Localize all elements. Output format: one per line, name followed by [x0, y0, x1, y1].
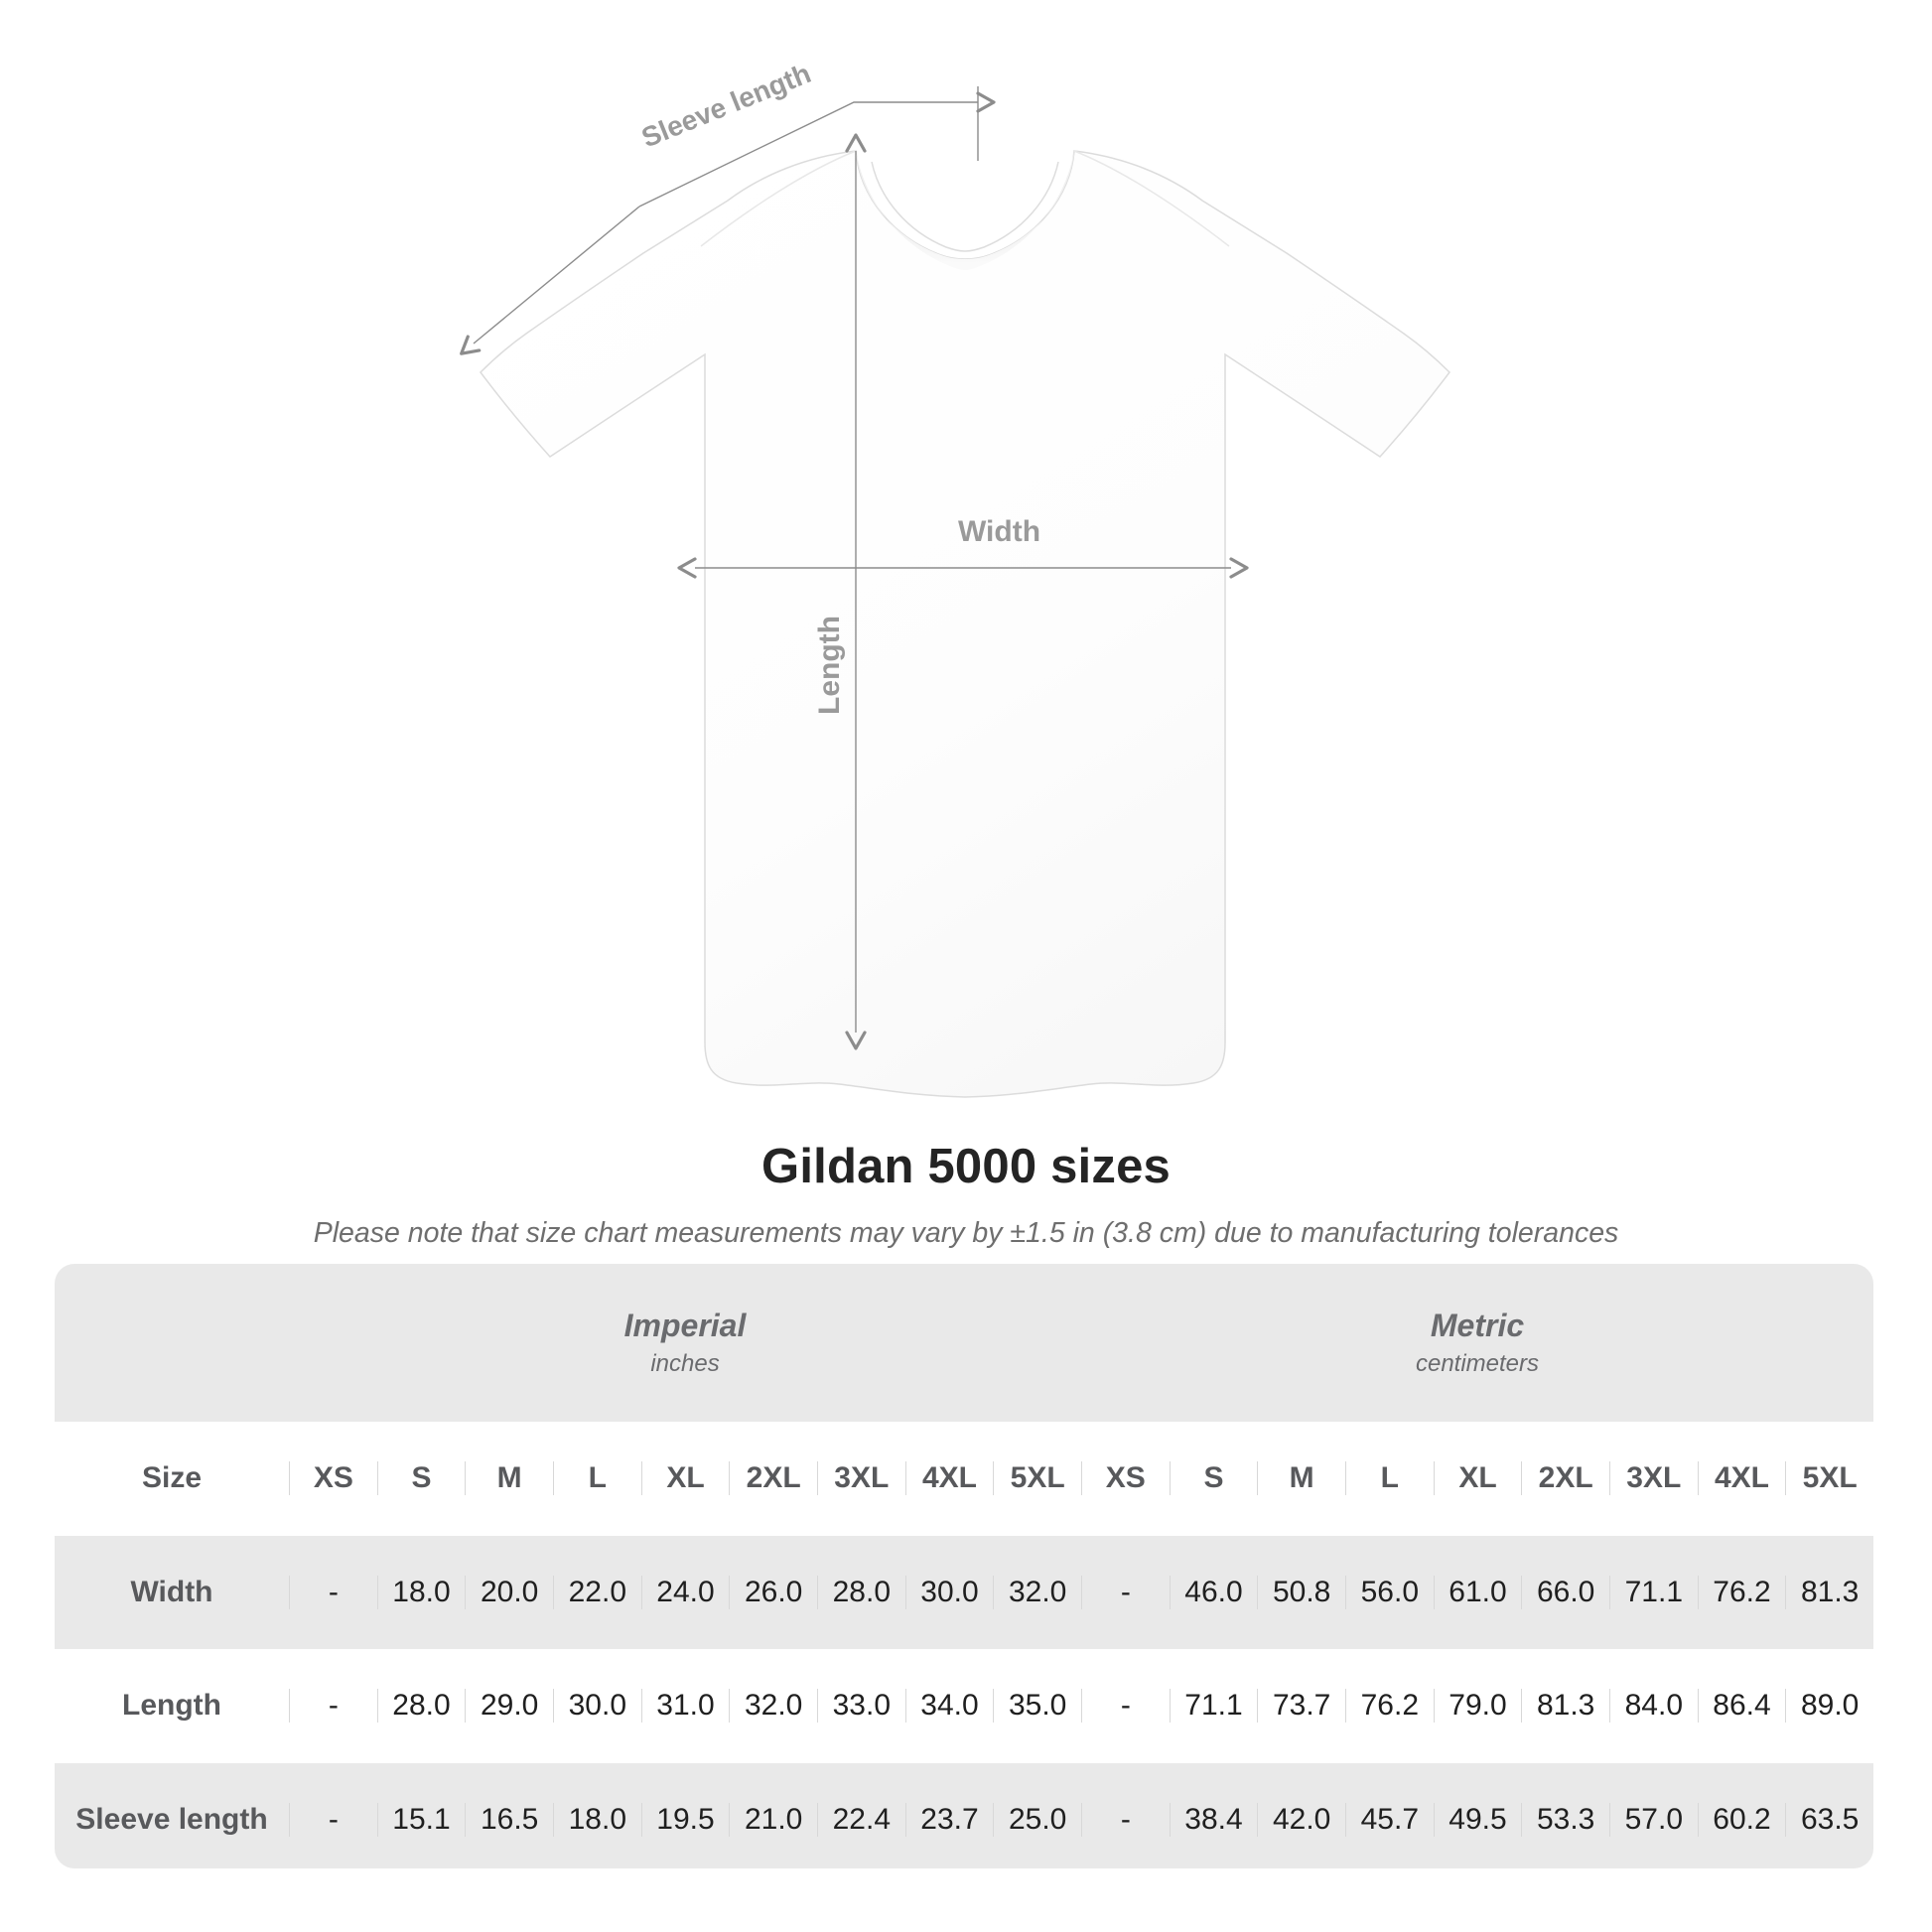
svg-text:Sleeve length: Sleeve length: [637, 58, 815, 153]
svg-text:Length: Length: [813, 616, 846, 715]
svg-text:Width: Width: [958, 515, 1040, 548]
